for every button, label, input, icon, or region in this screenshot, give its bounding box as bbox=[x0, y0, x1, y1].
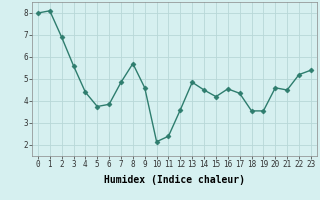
X-axis label: Humidex (Indice chaleur): Humidex (Indice chaleur) bbox=[104, 175, 245, 185]
